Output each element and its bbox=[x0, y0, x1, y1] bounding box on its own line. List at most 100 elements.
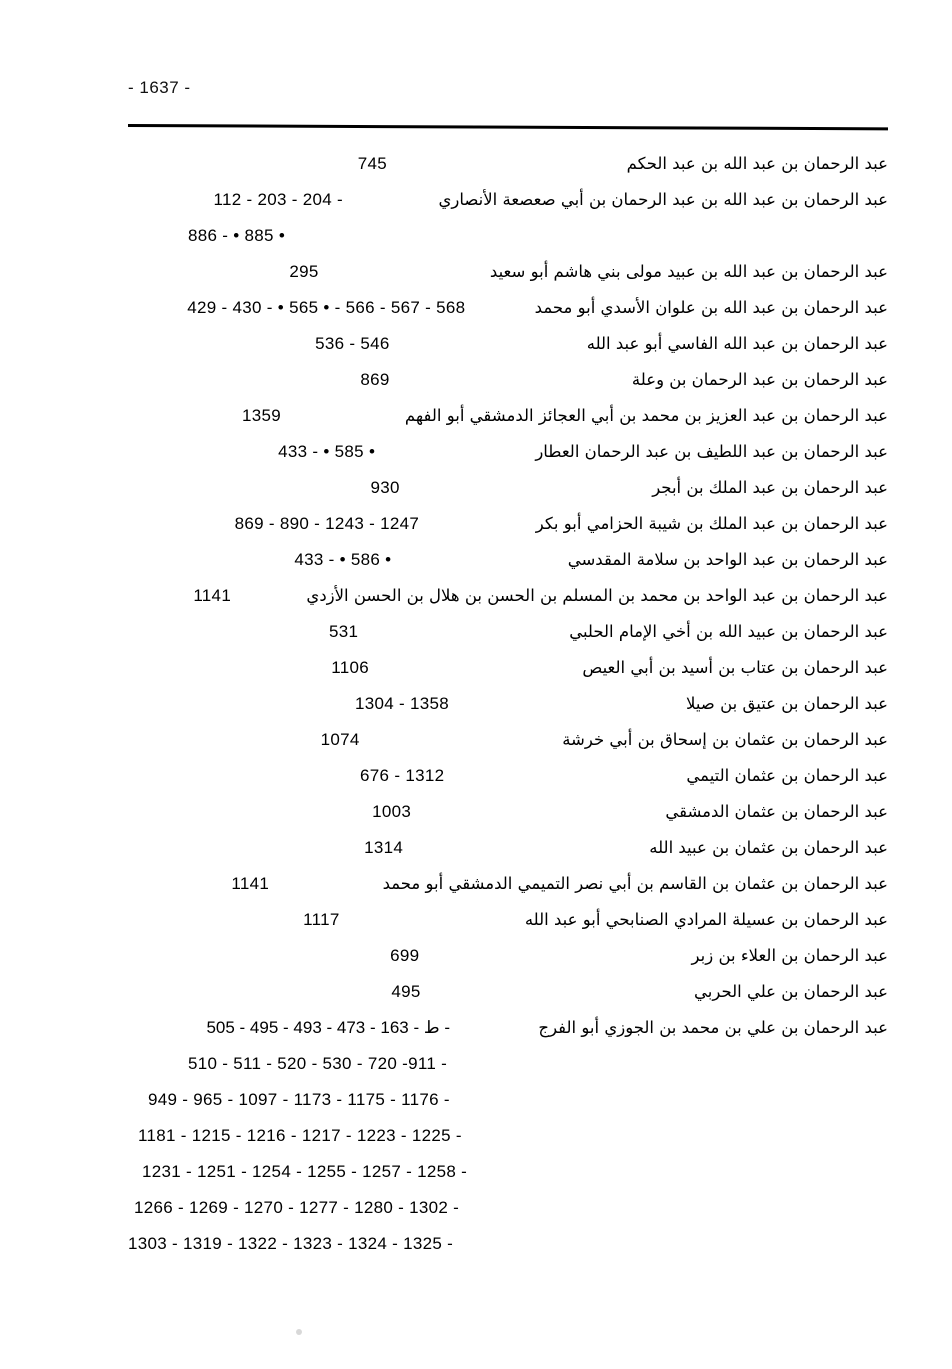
entry-name: عبد الرحمان بن عبد الله الفاسي أبو عبد ا… bbox=[586, 334, 888, 353]
entry-name: عبد الرحمان بن عبد الله بن علوان الأسدي … bbox=[534, 298, 888, 317]
entry-page-references-continued: 1266 - 1269 - 1270 - 1277 - 1280 - 1302 … bbox=[134, 1198, 460, 1217]
entry-page-references: 1141 bbox=[193, 586, 232, 605]
entry-page-references: 699 bbox=[390, 946, 420, 965]
index-entry-row: عبد الرحمان بن عتاب بن أسيد بن أبي العيص… bbox=[128, 650, 888, 686]
index-entry-row: عبد الرحمان بن علي بن محمد بن الجوزي أبو… bbox=[128, 1010, 888, 1046]
index-entry-row: عبد الرحمان بن عبد الله الفاسي أبو عبد ا… bbox=[128, 326, 888, 362]
index-entry-row: عبد الرحمان بن عبد الله بن عبيد مولى بني… bbox=[128, 254, 888, 290]
index-entry: عبد الرحمان بن عتاب بن أسيد بن أبي العيص… bbox=[128, 650, 888, 686]
index-entry-row: عبد الرحمان بن عسيلة المرادي الصنابحي أب… bbox=[128, 902, 888, 938]
index-entry-row: عبد الرحمان بن عبد الله بن عبد الرحمان ب… bbox=[128, 182, 888, 218]
index-entry: عبد الرحمان بن علي الحربي 495 bbox=[128, 974, 888, 1010]
entry-name: عبد الرحمان بن عبد الواحد بن سلامة المقد… bbox=[567, 550, 888, 569]
entry-page-references: 536 - 546 bbox=[315, 334, 390, 353]
entry-name: عبد الرحمان بن علي الحربي bbox=[694, 982, 888, 1001]
entry-page-references-continued: 1181 - 1215 - 1216 - 1217 - 1223 - 1225 … bbox=[138, 1126, 462, 1145]
entry-name: عبد الرحمان بن عبد الواحد بن محمد بن الم… bbox=[306, 586, 888, 605]
entry-page-references: 1074 bbox=[320, 730, 360, 749]
index-entry: عبد الرحمان بن علي بن محمد بن الجوزي أبو… bbox=[128, 1010, 888, 1262]
index-entry: عبد الرحمان بن عثمان الدمشقي 1003 bbox=[128, 794, 888, 830]
entry-page-references: 745 bbox=[357, 154, 387, 173]
index-entry-row: عبد الرحمان بن عبد الله بن عبد الحكم 745 bbox=[128, 146, 888, 182]
index-entry-list: عبد الرحمان بن عبد الله بن عبد الحكم 745 ع… bbox=[128, 146, 888, 1262]
entry-page-references: ط - 163 - 473 - 493 - 495 - 505 - bbox=[206, 1018, 450, 1037]
index-entry-row: عبد الرحمان بن عتيق بن صيلا 1304 - 1358 bbox=[128, 686, 888, 722]
entry-name: عبد الرحمان بن عتيق بن صيلا bbox=[685, 694, 888, 713]
entry-name: عبد الرحمان بن عبد الملك بن أبجر bbox=[652, 478, 888, 497]
index-entry: عبد الرحمان بن عبد الله بن عبد الحكم 745 bbox=[128, 146, 888, 182]
index-entry-row: عبد الرحمان بن عبد الملك بن شيبة الحزامي… bbox=[128, 506, 888, 542]
index-entry: عبد الرحمان بن عبد اللطيف بن عبد الرحمان… bbox=[128, 434, 888, 470]
entry-page-references: 676 - 1312 bbox=[360, 766, 445, 785]
entry-name: عبد الرحمان بن عثمان التيمي bbox=[686, 766, 888, 785]
entry-name: عبد الرحمان بن العلاء بن زبر bbox=[691, 946, 888, 965]
entry-page-references-continued: 1303 - 1319 - 1322 - 1323 - 1324 - 1325 … bbox=[128, 1234, 454, 1253]
entry-name: عبد الرحمان بن عتاب بن أسيد بن أبي العيص bbox=[582, 658, 888, 677]
entry-page-references: 1141 bbox=[231, 874, 270, 893]
entry-page-references: 1314 bbox=[364, 838, 404, 857]
entry-page-references-continued: 886 - • 885 • bbox=[188, 226, 286, 245]
entry-name: عبد الرحمان بن عبد الله بن عبد الحكم bbox=[626, 154, 888, 173]
index-entry: عبد الرحمان بن عثمان التيمي 676 - 1312 bbox=[128, 758, 888, 794]
entry-name: عبد الرحمان بن علي بن محمد بن الجوزي أبو… bbox=[538, 1018, 888, 1037]
index-entry: عبد الرحمان بن عثمان بن القاسم بن أبي نص… bbox=[128, 866, 888, 902]
entry-name: عبد الرحمان بن عثمان الدمشقي bbox=[665, 802, 888, 821]
index-entry-row: عبد الرحمان بن عبد الواحد بن سلامة المقد… bbox=[128, 542, 888, 578]
entry-name: عبد الرحمان بن عبد الملك بن شيبة الحزامي… bbox=[535, 514, 888, 533]
index-entry-row: عبد الرحمان بن عبد الله بن علوان الأسدي … bbox=[128, 290, 888, 326]
entry-page-references: 433 - • 586 • bbox=[294, 550, 392, 569]
index-entry: عبد الرحمان بن عبد الواحد بن سلامة المقد… bbox=[128, 542, 888, 578]
entry-page-references-continued: 949 - 965 - 1097 - 1173 - 1175 - 1176 - bbox=[148, 1090, 450, 1109]
index-entry: عبد الرحمان بن عبد الله الفاسي أبو عبد ا… bbox=[128, 326, 888, 362]
index-entry: عبد الرحمان بن عبد الله بن عبد الرحمان ب… bbox=[128, 182, 888, 254]
entry-name: عبد الرحمان بن عبد الرحمان بن وعلة bbox=[631, 370, 888, 389]
entry-name: عبد الرحمان بن عثمان بن إسحاق بن أبي خرش… bbox=[562, 730, 888, 749]
entry-page-references-continued: 1231 - 1251 - 1254 - 1255 - 1257 - 1258 … bbox=[142, 1162, 468, 1181]
entry-name: عبد الرحمان بن عبد الله بن عبيد مولى بني… bbox=[489, 262, 888, 281]
index-entry-row: عبد الرحمان بن عبد الواحد بن محمد بن الم… bbox=[128, 578, 888, 614]
index-entry: عبد الرحمان بن عبد الملك بن أبجر 930 bbox=[128, 470, 888, 506]
page-number: - 1637 - bbox=[128, 78, 191, 97]
index-entry-row: عبد الرحمان بن عبيد الله بن أخي الإمام ا… bbox=[128, 614, 888, 650]
index-entry-row: عبد الرحمان بن عبد العزيز بن محمد بن أبي… bbox=[128, 398, 888, 434]
entry-page-references: 930 bbox=[370, 478, 400, 497]
entry-page-references: 531 bbox=[328, 622, 359, 641]
index-entry-row: عبد الرحمان بن عبد اللطيف بن عبد الرحمان… bbox=[128, 434, 888, 470]
entry-page-references: 1106 bbox=[331, 658, 370, 677]
entry-page-references: 1117 bbox=[303, 910, 340, 929]
entry-page-references: 1003 bbox=[372, 802, 412, 821]
entry-page-references: 429 - 430 - • 565 • - 566 - 567 - 568 bbox=[187, 298, 466, 317]
index-entry: عبد الرحمان بن عثمان بن عبيد الله 1314 bbox=[128, 830, 888, 866]
header-rule-divider bbox=[127, 124, 888, 131]
index-entry: عبد الرحمان بن عسيلة المرادي الصنابحي أب… bbox=[128, 902, 888, 938]
index-entry: عبد الرحمان بن عبد العزيز بن محمد بن أبي… bbox=[128, 398, 888, 434]
entry-name: عبد الرحمان بن عثمان بن عبيد الله bbox=[649, 838, 888, 857]
entry-name: عبد الرحمان بن عثمان بن القاسم بن أبي نص… bbox=[382, 874, 888, 893]
index-entry: عبد الرحمان بن عبد الرحمان بن وعلة 869 bbox=[128, 362, 888, 398]
entry-page-references: 295 bbox=[289, 262, 319, 281]
index-entry-row: عبد الرحمان بن علي الحربي 495 bbox=[128, 974, 888, 1010]
index-entry: عبد الرحمان بن عثمان بن إسحاق بن أبي خرش… bbox=[128, 722, 888, 758]
entry-page-references: 433 - • 585 • bbox=[278, 442, 376, 461]
entry-page-references: 869 - 890 - 1243 - 1247 bbox=[234, 514, 420, 533]
index-entry: عبد الرحمان بن عبد الواحد بن محمد بن الم… bbox=[128, 578, 888, 614]
index-entry-row: عبد الرحمان بن عثمان بن إسحاق بن أبي خرش… bbox=[128, 722, 888, 758]
entry-page-references: 1359 bbox=[241, 406, 281, 425]
index-entry-row: عبد الرحمان بن عبد الملك بن أبجر 930 bbox=[128, 470, 888, 506]
entry-name: عبد الرحمان بن عبد اللطيف بن عبد الرحمان… bbox=[535, 442, 888, 461]
index-entry: عبد الرحمان بن عبد الله بن عبيد مولى بني… bbox=[128, 254, 888, 290]
entry-page-references: 495 bbox=[391, 982, 421, 1001]
index-entry: عبد الرحمان بن عبيد الله بن أخي الإمام ا… bbox=[128, 614, 888, 650]
index-entry-row: عبد الرحمان بن عبد الرحمان بن وعلة 869 bbox=[128, 362, 888, 398]
index-entry: عبد الرحمان بن عبد الله بن علوان الأسدي … bbox=[128, 290, 888, 326]
entry-page-references-continued: 510 - 511 - 520 - 530 - 720 -911 - bbox=[188, 1054, 448, 1073]
entry-page-references: 1304 - 1358 bbox=[354, 694, 450, 713]
index-entry-row: عبد الرحمان بن العلاء بن زبر 699 bbox=[128, 938, 888, 974]
index-entry-row: عبد الرحمان بن عثمان بن القاسم بن أبي نص… bbox=[128, 866, 888, 902]
footer-speck bbox=[296, 1329, 302, 1335]
entry-name: عبد الرحمان بن عبد الله بن عبد الرحمان ب… bbox=[438, 190, 888, 209]
entry-page-references: 869 bbox=[360, 370, 390, 389]
entry-name: عبد الرحمان بن عسيلة المرادي الصنابحي أب… bbox=[524, 910, 888, 929]
index-entry: عبد الرحمان بن عبد الملك بن شيبة الحزامي… bbox=[128, 506, 888, 542]
